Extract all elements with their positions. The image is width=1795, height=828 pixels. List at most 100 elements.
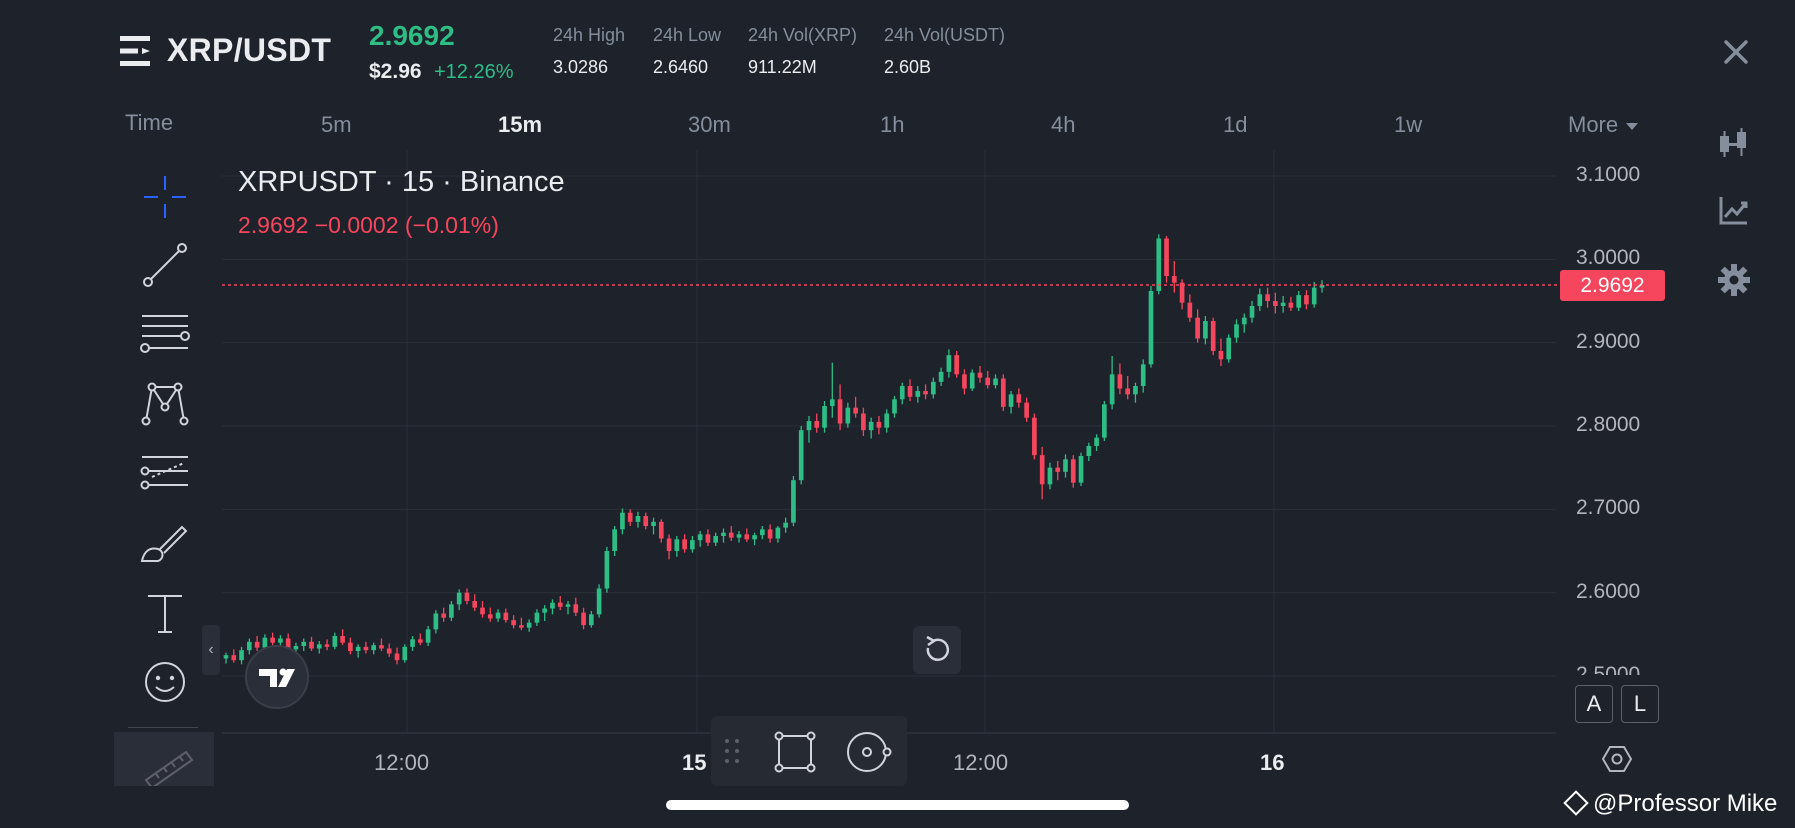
- candle-body: [355, 646, 361, 651]
- candle-body: [1133, 386, 1138, 395]
- auto-scale-button[interactable]: A: [1575, 685, 1613, 723]
- candle-body: [837, 399, 843, 424]
- candle-body: [278, 638, 283, 643]
- price-axis-label: 3.0000: [1576, 246, 1641, 269]
- candle-body: [1195, 317, 1200, 339]
- diamond-icon: [1563, 790, 1589, 816]
- menu-icon[interactable]: [120, 36, 154, 66]
- candle-body: [239, 650, 244, 661]
- time-label: Time: [125, 110, 174, 135]
- candle-body: [1016, 394, 1022, 403]
- reset-chart-button[interactable]: [913, 626, 961, 674]
- candle-body: [534, 612, 540, 623]
- candle-body: [550, 602, 555, 609]
- candle-body: [425, 629, 431, 643]
- candle-body: [1234, 324, 1239, 338]
- candle-body: [480, 607, 485, 615]
- stat-label-high: 24h High: [553, 25, 626, 45]
- price-axis-label: 3.1000: [1576, 163, 1641, 186]
- more-dropdown[interactable]: More: [1568, 112, 1639, 138]
- candle-body: [270, 637, 275, 643]
- candle-body: [285, 638, 291, 650]
- tab-1w[interactable]: 1w: [1394, 112, 1423, 137]
- candle-body: [736, 534, 742, 538]
- select-area-icon[interactable]: [771, 728, 819, 776]
- candle-body: [923, 391, 928, 395]
- candle-body: [1094, 437, 1099, 446]
- tab-1h[interactable]: 1h: [880, 112, 905, 137]
- tab-4h[interactable]: 4h: [1051, 112, 1076, 137]
- chart-legend-values: 2.9692 −0.0002 (−0.01%): [238, 212, 499, 238]
- watermark: @Professor Mike: [1563, 790, 1778, 818]
- brush-tool-icon[interactable]: [138, 517, 192, 571]
- trend-line-tool-icon[interactable]: [138, 238, 192, 292]
- candle-body: [1055, 467, 1061, 472]
- candle-body: [954, 355, 959, 375]
- candle-body: [697, 534, 703, 541]
- drag-handle-icon[interactable]: [723, 736, 741, 766]
- crosshair-tool-icon[interactable]: [138, 170, 192, 224]
- candle-body: [348, 642, 353, 651]
- candle-body: [1311, 287, 1317, 305]
- candle-body: [627, 512, 633, 522]
- tab-1d[interactable]: 1d: [1223, 112, 1248, 137]
- candle-body: [658, 521, 664, 539]
- candle-body: [946, 355, 952, 372]
- home-indicator: [666, 800, 1129, 810]
- usd-price: $2.96: [369, 60, 422, 83]
- candle-body: [472, 601, 478, 608]
- candle-body: [1117, 374, 1123, 389]
- tab-5m[interactable]: 5m: [321, 112, 352, 137]
- forecast-tool-icon[interactable]: [138, 447, 192, 501]
- ruler-tool[interactable]: [114, 732, 214, 790]
- candle-body: [868, 421, 874, 431]
- price-axis-label: 2.7000: [1576, 496, 1641, 519]
- candle-body: [526, 622, 532, 628]
- floating-toolbar: [711, 716, 907, 786]
- candle-body: [1179, 282, 1185, 303]
- candle-body: [744, 534, 750, 540]
- trading-pair[interactable]: XRP/USDT: [167, 32, 332, 68]
- candle-body: [332, 636, 338, 647]
- candle-body: [1032, 417, 1037, 456]
- price-axis-label: 2.6000: [1576, 580, 1641, 603]
- text-tool-icon[interactable]: [138, 586, 192, 640]
- candle-body: [1288, 302, 1294, 308]
- chart-settings-icon[interactable]: [1602, 744, 1632, 774]
- chevron-left-icon: ‹: [208, 641, 214, 658]
- candle-body: [1039, 455, 1045, 485]
- collapse-toolbar-handle[interactable]: ‹: [202, 625, 220, 675]
- candle-body: [1319, 285, 1325, 288]
- candle-body: [666, 538, 672, 551]
- candle-body: [775, 527, 781, 539]
- magnet-icon[interactable]: [845, 728, 895, 776]
- log-scale-button[interactable]: L: [1621, 685, 1659, 723]
- more-label: More: [1568, 112, 1619, 137]
- indicators-icon[interactable]: [1716, 193, 1752, 229]
- watermark-text: @Professor Mike: [1593, 790, 1778, 817]
- candle-body: [1008, 394, 1014, 407]
- candlestick-type-icon[interactable]: [1716, 126, 1752, 162]
- candle-body: [682, 539, 687, 550]
- stat-value-vol-usdt: 2.60B: [884, 57, 932, 77]
- candle-body: [1241, 317, 1247, 325]
- pattern-tool-icon[interactable]: [138, 377, 192, 431]
- candle-body: [542, 608, 548, 613]
- candle-body: [853, 407, 858, 414]
- candle-body: [565, 604, 571, 607]
- tab-15m[interactable]: 15m: [498, 112, 543, 137]
- candle-body: [884, 413, 890, 428]
- emoji-tool-icon[interactable]: [138, 655, 192, 709]
- gear-icon[interactable]: [1716, 262, 1752, 298]
- candle-body: [1000, 378, 1006, 407]
- candle-body: [806, 421, 812, 431]
- tradingview-logo[interactable]: [245, 645, 309, 709]
- candle-body: [1148, 291, 1154, 365]
- candle-body: [705, 534, 711, 543]
- tab-30m[interactable]: 30m: [688, 112, 731, 137]
- close-icon[interactable]: [1718, 34, 1754, 70]
- fib-retracement-tool-icon[interactable]: [138, 308, 192, 362]
- candle-body: [262, 637, 268, 648]
- candle-body: [1249, 306, 1255, 318]
